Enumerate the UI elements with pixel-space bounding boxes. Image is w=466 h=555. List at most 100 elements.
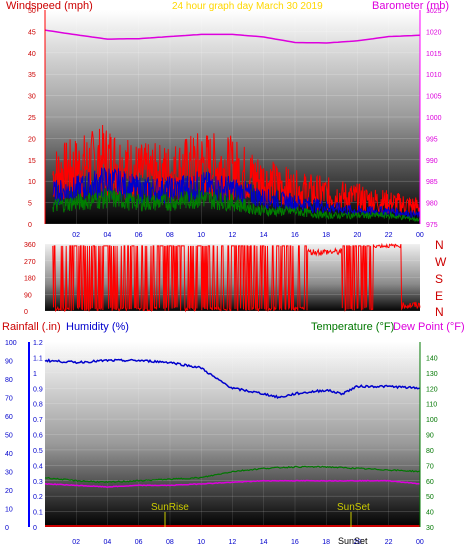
panel1-ytick-right-5: 1000: [426, 115, 442, 122]
panel3-temp-tick-1: 40: [426, 510, 434, 517]
panel1-ytick-right-9: 1020: [426, 29, 442, 36]
rainfall-axis-title: Rainfall (.in): [2, 321, 61, 333]
panel1-ytick-left-7: 35: [28, 72, 36, 79]
temperature-axis-title: Temperature (°F): [311, 321, 394, 333]
panel3-temp-tick-10: 130: [426, 371, 438, 378]
panel3-humidity-tick-4: 40: [5, 451, 13, 458]
wind-average-series: [52, 167, 421, 219]
panel3-background: [45, 342, 420, 527]
panel1-xtick-9: 20: [354, 232, 362, 239]
panel3-humidity-tick-5: 50: [5, 433, 13, 440]
panel2-ytick-0: 0: [24, 309, 28, 316]
panel3-rain-tick-12: 1.2: [33, 340, 43, 347]
panel3-xtick-0: 02: [72, 539, 80, 546]
panel1-ytick-left-3: 15: [28, 158, 36, 165]
panel3-temp-tick-0: 30: [426, 525, 434, 532]
panel3-temp-tick-11: 140: [426, 355, 438, 362]
panel1-ytick-left-9: 45: [28, 29, 36, 36]
panel3-humidity-tick-1: 10: [5, 507, 13, 514]
panel1-ytick-right-8: 1015: [426, 51, 442, 58]
sunrise-label: SunRise: [151, 502, 189, 513]
barometer-axis-title: Barometer (mb): [372, 0, 449, 12]
panel3-temp-tick-9: 120: [426, 386, 438, 393]
panel3-xtick-7: 16: [291, 539, 299, 546]
panel3-xtick-3: 08: [166, 539, 174, 546]
windspeed-axis-title: Windspeed (mph): [6, 0, 93, 12]
panel3-temp-tick-2: 50: [426, 494, 434, 501]
panel1-xtick-7: 16: [291, 232, 299, 239]
dir-letter-e: E: [435, 289, 443, 303]
chart-title: 24 hour graph day March 30 2019: [172, 1, 323, 12]
panel1-xtick-0: 02: [72, 232, 80, 239]
panel1-ytick-left-4: 20: [28, 136, 36, 143]
sunset-label: SunSet: [337, 502, 370, 513]
panel3-xtick-9: 20: [354, 539, 362, 546]
panel1-ytick-left-2: 10: [28, 179, 36, 186]
dir-letter-n-top: N: [435, 238, 444, 252]
temperature-series: [44, 465, 421, 484]
panel3-rain-tick-11: 1.1: [33, 355, 43, 362]
panel1-xtick-6: 14: [260, 232, 268, 239]
panel3-rain-tick-0: 0: [33, 525, 37, 532]
sunset-bottom-label: SunSet: [338, 536, 368, 546]
panel3-xtick-8: 18: [322, 539, 330, 546]
panel3-rain-tick-6: 0.6: [33, 433, 43, 440]
panel3-rain-tick-1: 0.1: [33, 510, 43, 517]
dir-letter-s: S: [435, 272, 443, 286]
direction-letters: N W S E N: [435, 238, 447, 319]
panel3-rain-tick-9: 0.9: [33, 386, 43, 393]
panel2-ytick-3: 270: [24, 259, 36, 266]
panel3-temp-tick-8: 110: [426, 402, 437, 409]
panel3-rain-tick-4: 0.4: [33, 463, 43, 470]
humidity-series: [44, 358, 421, 399]
panel3-temp-tick-5: 80: [426, 448, 434, 455]
panel3-rain-tick-7: 0.7: [33, 417, 43, 424]
dir-letter-n-bottom: N: [435, 305, 444, 319]
panel1-ytick-left-0: 0: [28, 222, 32, 229]
panel3-xtick-10: 22: [385, 539, 393, 546]
panel3-temp-tick-4: 70: [426, 463, 434, 470]
panel3-humidity-tick-7: 70: [5, 396, 13, 403]
panel1-ytick-right-3: 990: [426, 158, 438, 165]
panel3-rain-tick-2: 0.2: [33, 494, 43, 501]
panel3-humidity-tick-10: 100: [5, 340, 17, 347]
panel1-xtick-11: 00: [416, 232, 424, 239]
panel1-ytick-right-4: 995: [426, 136, 438, 143]
panel1-ytick-right-6: 1005: [426, 94, 442, 101]
humidity-axis-title: Humidity (%): [66, 321, 129, 333]
panel1-ytick-left-8: 40: [28, 51, 36, 58]
dewpoint-series: [44, 479, 421, 488]
panel2-ytick-2: 180: [24, 276, 36, 283]
panel3-temp-tick-7: 100: [426, 417, 438, 424]
panel1-ytick-right-0: 975: [426, 222, 438, 229]
panel3-xtick-11: 00: [416, 539, 424, 546]
panel2-ytick-1: 90: [24, 292, 32, 299]
barometer-series: [44, 29, 421, 44]
panel3-rain-tick-3: 0.3: [33, 479, 43, 486]
panel1-xtick-4: 10: [197, 232, 205, 239]
panel3-rain-tick-5: 0.5: [33, 448, 43, 455]
panel3-humidity-tick-8: 80: [5, 377, 13, 384]
panel3-humidity-tick-3: 30: [5, 470, 13, 477]
panel1-ytick-left-6: 30: [28, 94, 36, 101]
panel3-xtick-1: 04: [104, 539, 112, 546]
panel3-humidity-tick-2: 20: [5, 488, 13, 495]
panel2-ytick-4: 360: [24, 242, 36, 249]
panel1-ytick-left-5: 25: [28, 115, 36, 122]
panel3-temp-tick-6: 90: [426, 433, 434, 440]
panel3-rain-tick-8: 0.8: [33, 402, 43, 409]
panel1-xtick-2: 06: [135, 232, 143, 239]
panel3-xtick-2: 06: [135, 539, 143, 546]
panel3-temp-tick-3: 60: [426, 479, 434, 486]
panel1-xtick-1: 04: [104, 232, 112, 239]
panel3-rain-tick-10: 1: [33, 371, 37, 378]
panel1-ytick-right-7: 1010: [426, 72, 442, 79]
panel1-ytick-left-10: 50: [28, 8, 36, 15]
wind-minimum-series: [52, 188, 421, 223]
panel1-xtick-3: 08: [166, 232, 174, 239]
panel3-xtick-4: 10: [197, 539, 205, 546]
panel3-xtick-5: 12: [229, 539, 237, 546]
panel3-humidity-tick-0: 0: [5, 525, 9, 532]
panel1-xtick-10: 22: [385, 232, 393, 239]
